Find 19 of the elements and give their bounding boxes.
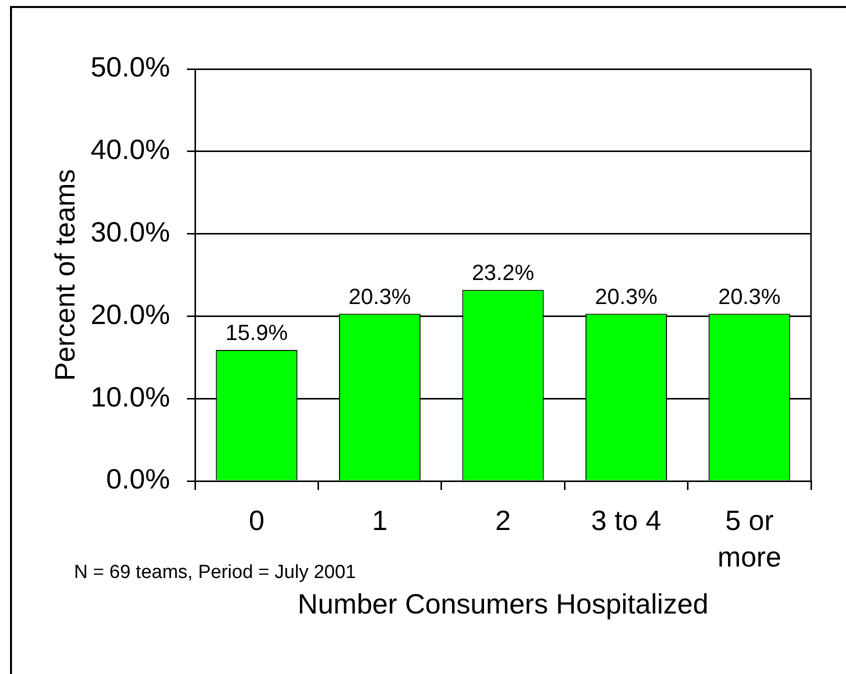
y-tick-label: 20.0% xyxy=(90,298,170,330)
x-axis-title: Number Consumers Hospitalized xyxy=(298,588,708,620)
x-tick-label: 5 or more xyxy=(718,504,782,572)
data-label: 23.2% xyxy=(472,260,534,285)
y-tick-label: 0.0% xyxy=(106,464,170,495)
y-tick-label: 50.0% xyxy=(90,52,170,83)
x-tick-label: 2 xyxy=(495,504,511,536)
x-tick-label: 0 xyxy=(248,504,264,536)
data-label: 20.3% xyxy=(595,284,658,309)
x-tick-label: 1 xyxy=(372,504,388,536)
y-axis-title: Percent of teams xyxy=(50,169,81,381)
data-label: 15.9% xyxy=(225,320,288,346)
text: N = 69 teams, Period = July 2001 xyxy=(74,562,356,584)
data-label: 20.3% xyxy=(348,284,411,309)
x-tick-label: 3 to 4 xyxy=(591,504,662,536)
data-label: 20.3% xyxy=(718,284,781,309)
y-tick-label: 10.0% xyxy=(90,381,170,412)
y-tick-label: 30.0% xyxy=(90,216,170,248)
y-tick-label: 40.0% xyxy=(90,134,170,166)
